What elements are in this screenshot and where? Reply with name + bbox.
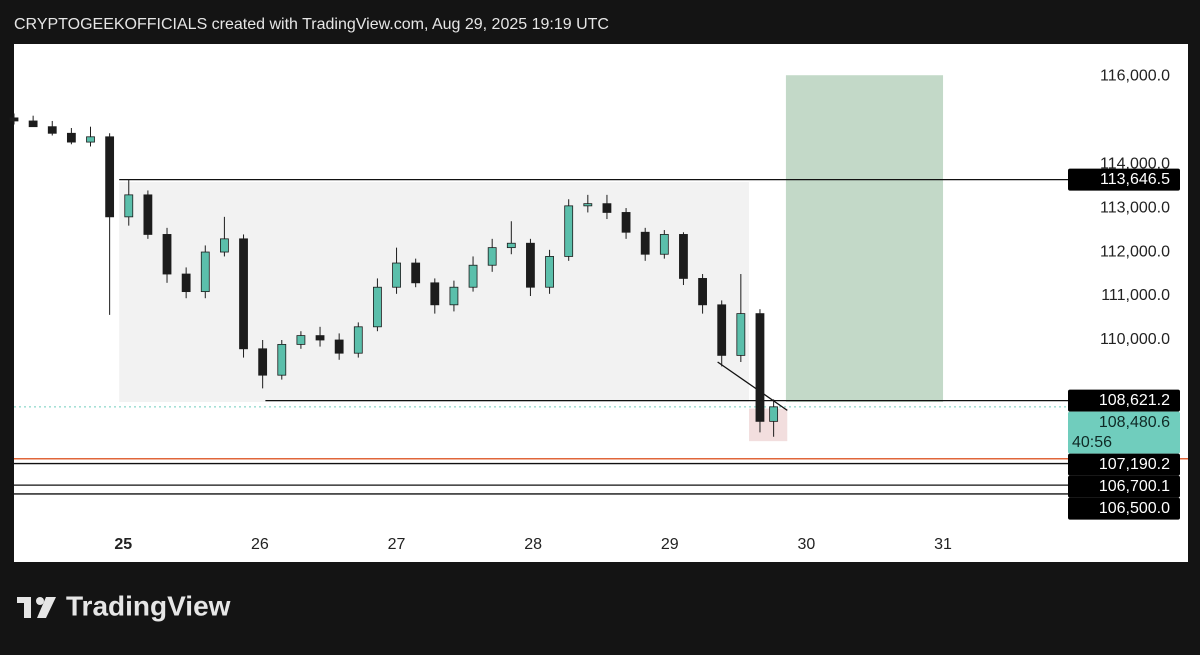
candle-body [28,120,38,128]
logo [17,597,56,618]
candle-body [430,282,440,306]
candle-body [162,234,172,275]
candle-body [143,194,153,235]
candle-body [411,262,421,284]
candle-body [755,313,765,422]
x-tick-label: 31 [934,536,952,553]
level-box [1068,497,1180,520]
candle-body [124,194,134,218]
candle-body [583,203,593,207]
plot: 116,000.0 114,000.0 113,000.0 112,000.0 111,… [9,67,1188,553]
x-tick-label: 28 [524,536,542,553]
trend-line [717,361,788,411]
x-tick-label: 29 [661,536,679,553]
candle-body [487,247,497,266]
x-tick-label: 27 [388,536,406,553]
y-tick-label: 112,000.0 [1100,243,1170,260]
candle-body [621,212,631,233]
candle-body [86,136,95,143]
countdown-label: 40:56 [1072,434,1112,451]
candle-body [468,264,478,288]
candle-body [545,256,554,288]
y-tick-label: 111,000.0 [1101,287,1170,304]
x-tick-label: 26 [251,536,269,553]
candle-body [679,234,688,279]
level-label: 113,646.5 [1100,171,1170,188]
header: CRYPTOGEEKOFFICIALS created with Trading… [14,16,609,33]
candle-body [717,304,727,356]
candle-body [105,136,115,218]
level-box [1068,168,1180,191]
level-label: 106,500.0 [1099,500,1170,517]
candle-body [698,278,707,306]
candle-body [9,117,19,122]
x-tick-label: 30 [798,536,816,553]
level-label: 106,700.1 [1099,478,1170,495]
candle-body [564,205,574,257]
candle-body [200,251,210,293]
candle-body [769,406,779,422]
candle-body [277,343,287,376]
target-box [785,75,944,403]
y-tick-label: 116,000.0 [1100,67,1170,84]
y-tick-label: 113,000.0 [1100,199,1170,216]
candle-body [296,335,306,345]
y-tick-label: 114,000.0 [1100,155,1170,172]
level-box [1068,475,1180,498]
candle-body [506,242,516,249]
candle-body [47,126,57,134]
candle-body [315,335,325,341]
candle-body [640,231,650,255]
candle-body [334,339,344,354]
candle-body [526,242,535,288]
level-box [1068,389,1180,412]
level-box [1068,453,1180,476]
candle-body [181,273,191,293]
brand: TradingView [66,590,231,621]
current-price-label: 108,480.6 [1099,414,1170,431]
logo-shape [37,597,56,618]
y-tick-label: 110,000.0 [1100,331,1170,348]
candle-body [239,238,248,350]
logo-shape [36,597,44,605]
candle-body [258,348,268,376]
candle-body [373,286,382,328]
stop-box [749,408,788,442]
level-label: 107,190.2 [1099,456,1170,473]
candle-body [353,326,363,354]
candle-body [659,234,669,255]
level-label: 108,621.2 [1099,392,1170,409]
x-tick-label: 25 [114,536,132,553]
logo-shape [24,597,31,618]
candle-body [736,313,746,356]
candle-body [449,286,459,306]
candle-body [219,238,229,253]
current-price-box [1068,411,1180,454]
candle-body [392,262,401,288]
candle-body [66,132,76,143]
candle-body [602,203,612,213]
